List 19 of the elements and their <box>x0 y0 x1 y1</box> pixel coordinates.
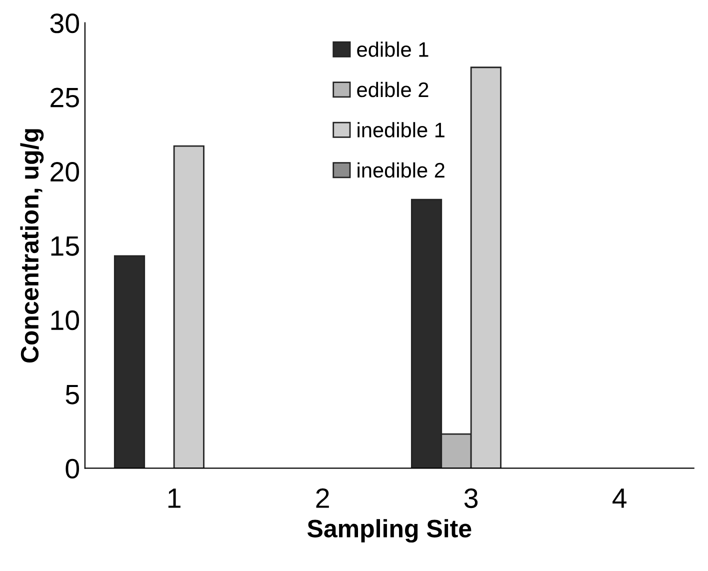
y-tick-label: 10 <box>51 310 80 330</box>
legend-label: inedible 2 <box>358 162 444 178</box>
y-tick-label: 15 <box>51 236 79 256</box>
legend-label: edible 1 <box>357 42 428 57</box>
x-tick-label: 2 <box>316 488 329 508</box>
bar <box>114 255 146 468</box>
y-axis-title: Concentration, ug/g <box>20 129 44 363</box>
y-tick-label: 25 <box>50 88 79 108</box>
legend-label: inedible 1 <box>358 122 444 138</box>
y-tick-label: 5 <box>66 384 79 404</box>
x-tick-label: 3 <box>464 488 478 508</box>
x-axis-title: Sampling Site <box>307 519 472 543</box>
y-tick-label: 30 <box>50 14 80 34</box>
x-tick-label: 1 <box>168 488 180 508</box>
x-tick-label: 4 <box>612 488 626 508</box>
y-tick-label: 20 <box>50 162 80 182</box>
bar <box>173 145 204 468</box>
legend-label: edible 2 <box>357 82 428 98</box>
y-tick-label: 0 <box>66 458 80 479</box>
